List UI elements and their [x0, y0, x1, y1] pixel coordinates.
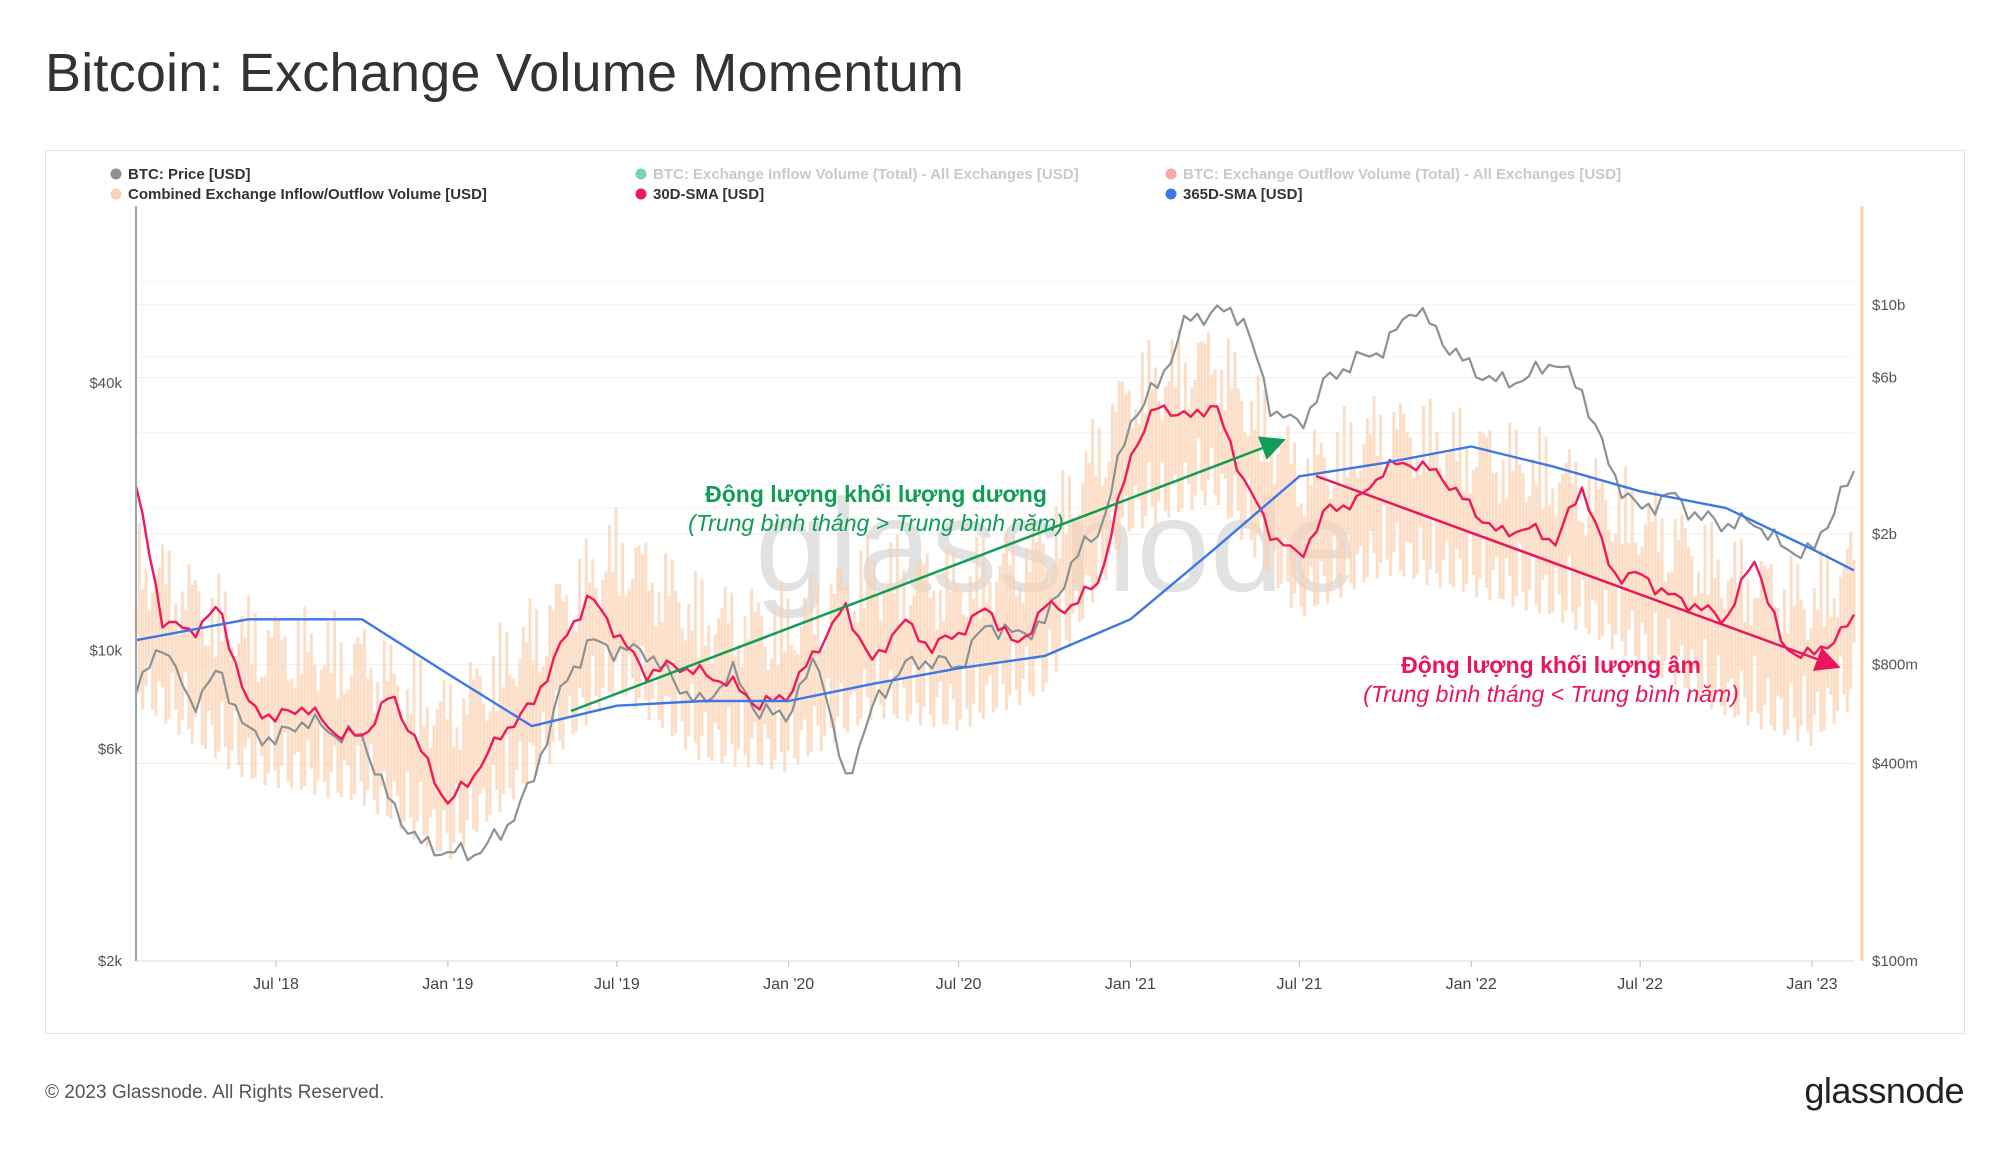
x-tick-label: Jul '18 — [253, 976, 299, 993]
combined-volume-bars — [134, 329, 1856, 860]
legend-dot — [1165, 188, 1177, 200]
chart-svg[interactable]: glassnode $2k$6k$10k$40k$100m$400m$800m$… — [46, 151, 1964, 1033]
y-right-tick-label: $2b — [1872, 526, 1897, 543]
x-tick-label: Jul '22 — [1617, 976, 1663, 993]
footer-copyright: © 2023 Glassnode. All Rights Reserved. — [45, 1082, 385, 1103]
series-365d-sma — [135, 445, 1855, 728]
legend-dot — [110, 168, 122, 180]
y-right-tick-label: $10b — [1872, 297, 1905, 314]
x-tick-label: Jan '19 — [422, 976, 473, 993]
legend-label: BTC: Exchange Inflow Volume (Total) - Al… — [653, 166, 1079, 183]
y-left-tick-label: $40k — [89, 375, 122, 392]
negative-annotation-subtitle: (Trung bình tháng < Trung bình năm) — [1363, 681, 1739, 707]
footer-logo[interactable]: glassnode — [1804, 1070, 1964, 1111]
series-30d-sma — [134, 404, 1856, 805]
legend-dot — [635, 168, 647, 180]
y-right-tick-label: $400m — [1872, 755, 1918, 772]
legend-dot — [110, 188, 122, 200]
y-right-tick-label: $800m — [1872, 657, 1918, 674]
x-tick-label: Jan '23 — [1786, 976, 1837, 993]
legend: BTC: Price [USD] BTC: Exchange Inflow Vol… — [110, 166, 1621, 203]
negative-momentum-arrow — [1315, 474, 1841, 671]
y-left-tick-label: $6k — [98, 741, 123, 758]
page-title: Bitcoin: Exchange Volume Momentum — [45, 43, 965, 103]
legend-dot — [635, 188, 647, 200]
series-btc-price — [134, 304, 1856, 862]
x-tick-label: Jul '19 — [594, 976, 640, 993]
axes: $2k $6k $10k $40k $100m $400m $800m $2b $6b $10b J… — [89, 206, 1918, 993]
legend-label: BTC: Exchange Outflow Volume (Total) - A… — [1183, 166, 1621, 183]
positive-annotation-subtitle: (Trung bình tháng > Trung bình năm) — [688, 510, 1064, 536]
legend-label: 30D-SMA [USD] — [653, 186, 764, 203]
x-tick-label: Jan '21 — [1105, 976, 1156, 993]
positive-annotation-title: Động lượng khối lượng dương — [705, 481, 1047, 507]
legend-label: 365D-SMA [USD] — [1183, 186, 1302, 203]
negative-annotation-title: Động lượng khối lượng âm — [1401, 652, 1701, 678]
x-tick-label: Jan '20 — [763, 976, 814, 993]
x-tick-label: Jan '22 — [1446, 976, 1497, 993]
series-lines — [134, 304, 1856, 862]
x-tick-label: Jul '20 — [936, 976, 982, 993]
positive-momentum-arrow — [570, 436, 1286, 713]
legend-label: BTC: Price [USD] — [128, 166, 251, 183]
y-left-tick-label: $10k — [89, 642, 122, 659]
chart-panel: glassnode $2k$6k$10k$40k$100m$400m$800m$… — [45, 150, 1965, 1034]
y-right-tick-label: $6b — [1872, 370, 1897, 387]
legend-dot — [1165, 168, 1177, 180]
x-tick-label: Jul '21 — [1277, 976, 1323, 993]
y-right-tick-label: $100m — [1872, 953, 1918, 970]
y-left-tick-label: $2k — [98, 953, 123, 970]
annotations: Động lượng khối lượng dương (Trung bình t… — [570, 436, 1841, 713]
legend-label: Combined Exchange Inflow/Outflow Volume … — [128, 186, 487, 203]
